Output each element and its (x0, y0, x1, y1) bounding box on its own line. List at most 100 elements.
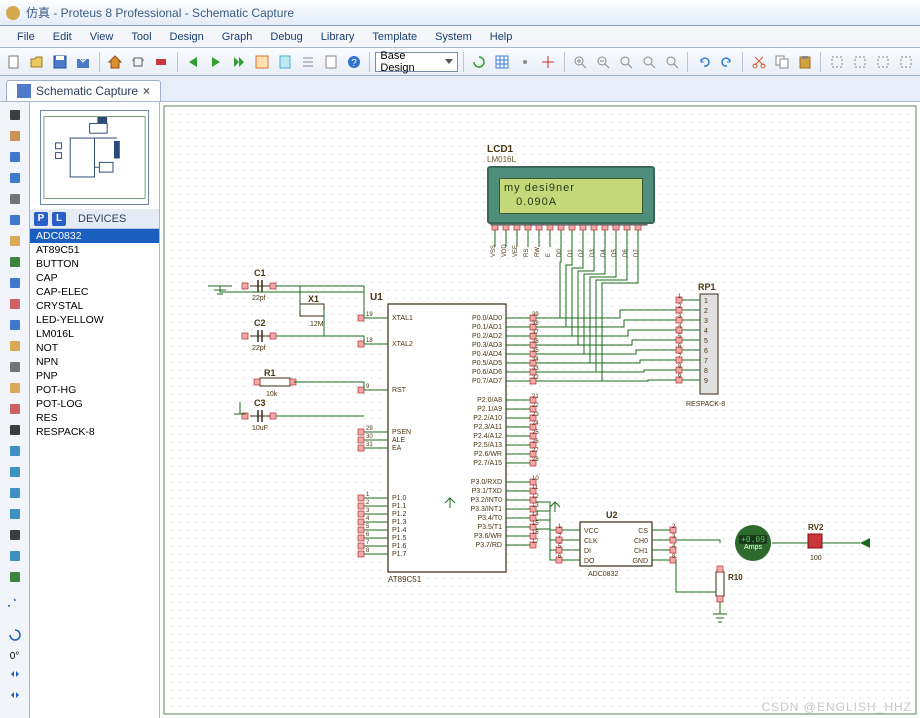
import-button[interactable] (73, 51, 94, 73)
zoom-sel-button[interactable] (639, 51, 660, 73)
block-rotate-button[interactable] (872, 51, 893, 73)
graph-tool[interactable] (4, 295, 26, 313)
device-item[interactable]: CAP (30, 271, 159, 285)
home-button[interactable] (105, 51, 126, 73)
device-item[interactable]: LM016L (30, 327, 159, 341)
copy-button[interactable] (771, 51, 792, 73)
menu-graph[interactable]: Graph (213, 29, 262, 45)
overview-window[interactable] (40, 110, 149, 205)
menu-file[interactable]: File (8, 29, 44, 45)
doc-button[interactable] (321, 51, 342, 73)
menu-library[interactable]: Library (312, 29, 364, 45)
list-button[interactable] (298, 51, 319, 73)
pointer-tool[interactable] (4, 106, 26, 124)
rotate-cw-button[interactable] (4, 626, 26, 644)
grid-button[interactable] (492, 51, 513, 73)
device-item[interactable]: NOT (30, 341, 159, 355)
forward-button[interactable] (229, 51, 250, 73)
pin-tool[interactable] (4, 274, 26, 292)
block-delete-button[interactable] (895, 51, 916, 73)
design-combo[interactable]: Base Design (375, 52, 457, 72)
arc-tool[interactable] (4, 484, 26, 502)
component-tool[interactable] (4, 127, 26, 145)
ammeter[interactable]: +0.09 Amps (735, 525, 771, 561)
label-tool[interactable] (4, 169, 26, 187)
menu-tool[interactable]: Tool (122, 29, 160, 45)
mirror-h-button[interactable] (4, 665, 26, 683)
menu-design[interactable]: Design (161, 29, 213, 45)
new-button[interactable] (4, 51, 25, 73)
graph-button[interactable] (252, 51, 273, 73)
step-back-button[interactable] (183, 51, 204, 73)
symbol-tool[interactable] (4, 547, 26, 565)
l-icon[interactable]: L (52, 212, 66, 226)
tab-schematic[interactable]: Schematic Capture × (6, 80, 161, 101)
device-item[interactable]: POT-HG (30, 383, 159, 397)
zoom-fit-button[interactable] (616, 51, 637, 73)
path-tool[interactable] (4, 505, 26, 523)
cut-button[interactable] (748, 51, 769, 73)
open-button[interactable] (27, 51, 48, 73)
device-item[interactable]: AT89C51 (30, 243, 159, 257)
block-move-button[interactable] (849, 51, 870, 73)
redo-button[interactable] (716, 51, 737, 73)
redo-icon (720, 55, 734, 69)
zoom-out-button[interactable] (593, 51, 614, 73)
pcb-button[interactable] (151, 51, 172, 73)
text-tool[interactable] (4, 526, 26, 544)
paste-button[interactable] (794, 51, 815, 73)
instrument-tool[interactable] (4, 400, 26, 418)
sheet-button[interactable] (275, 51, 296, 73)
undo-button[interactable] (693, 51, 714, 73)
device-item[interactable]: LED-YELLOW (30, 313, 159, 327)
play-button[interactable] (206, 51, 227, 73)
mirror-v-button[interactable] (4, 686, 26, 704)
origin-button[interactable] (538, 51, 559, 73)
refresh-button[interactable] (469, 51, 490, 73)
device-item[interactable]: RESPACK-8 (30, 425, 159, 439)
device-item[interactable]: NPN (30, 355, 159, 369)
probe-i-tool[interactable] (4, 379, 26, 397)
save-button[interactable] (50, 51, 71, 73)
rotate-ccw-button[interactable] (4, 597, 26, 615)
device-item[interactable]: RES (30, 411, 159, 425)
zoom-area-button[interactable] (661, 51, 682, 73)
device-item[interactable]: PNP (30, 369, 159, 383)
svg-text:14: 14 (532, 512, 539, 518)
block-copy-button[interactable] (826, 51, 847, 73)
schematic-canvas[interactable]: U1AT89C5119XTAL118XTAL29RST29PSEN30ALE31… (160, 102, 920, 718)
help-button[interactable]: ? (343, 51, 364, 73)
generator-tool[interactable] (4, 337, 26, 355)
zoom-in-button[interactable] (570, 51, 591, 73)
menu-edit[interactable]: Edit (44, 29, 81, 45)
device-item[interactable]: ADC0832 (30, 229, 159, 243)
tape-tool[interactable] (4, 316, 26, 334)
device-item[interactable]: CRYSTAL (30, 299, 159, 313)
script-tool[interactable] (4, 190, 26, 208)
svg-text:25: 25 (532, 430, 539, 436)
bus-tool[interactable] (4, 211, 26, 229)
device-item[interactable]: CAP-ELEC (30, 285, 159, 299)
menu-system[interactable]: System (426, 29, 481, 45)
terminal-tool[interactable] (4, 253, 26, 271)
device-item[interactable]: POT-LOG (30, 397, 159, 411)
junction-tool[interactable] (4, 148, 26, 166)
menu-view[interactable]: View (81, 29, 123, 45)
schematic-button[interactable] (128, 51, 149, 73)
p-icon[interactable]: P (34, 212, 48, 226)
device-item[interactable]: BUTTON (30, 257, 159, 271)
line-tool[interactable] (4, 421, 26, 439)
circle-tool[interactable] (4, 463, 26, 481)
menu-debug[interactable]: Debug (261, 29, 311, 45)
lcd-component[interactable]: LCD1 LM016L my desi9ner 0.090A (487, 144, 661, 232)
menu-template[interactable]: Template (363, 29, 426, 45)
snap-button[interactable] (515, 51, 536, 73)
probe-v-tool[interactable] (4, 358, 26, 376)
close-icon[interactable]: × (143, 84, 150, 98)
device-list[interactable]: ADC0832AT89C51BUTTONCAPCAP-ELECCRYSTALLE… (30, 229, 159, 718)
menu-help[interactable]: Help (481, 29, 522, 45)
subcircuit-tool[interactable] (4, 232, 26, 250)
undo-icon (697, 55, 711, 69)
box-tool[interactable] (4, 442, 26, 460)
marker-tool[interactable] (4, 568, 26, 586)
